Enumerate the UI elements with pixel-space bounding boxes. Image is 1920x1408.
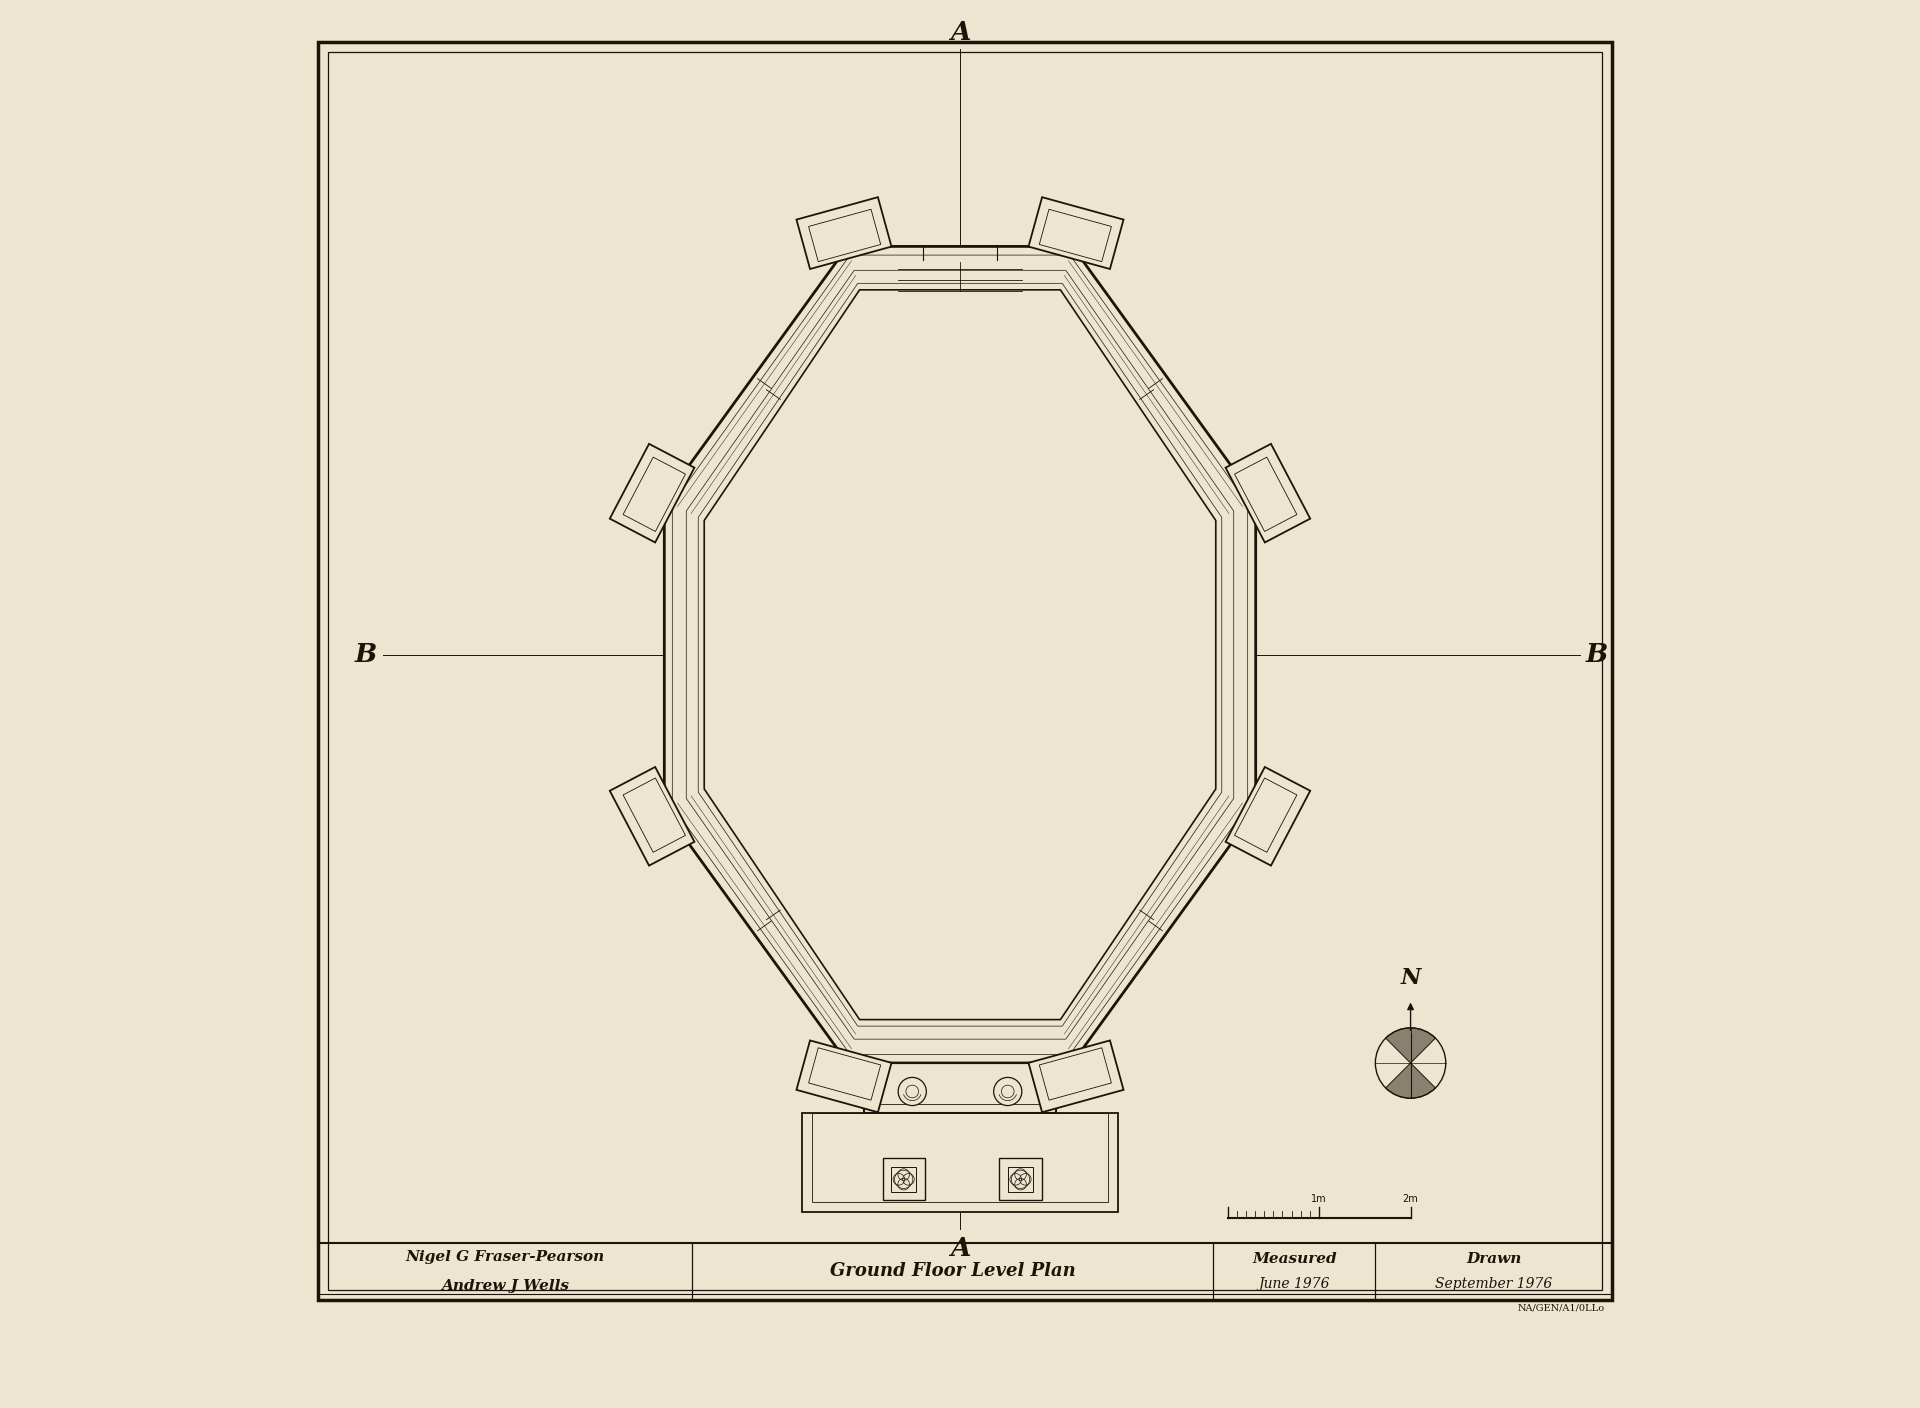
Wedge shape	[1386, 1063, 1436, 1098]
Text: 2m: 2m	[1404, 1194, 1419, 1204]
Text: B: B	[1586, 642, 1607, 667]
Polygon shape	[1029, 1041, 1123, 1112]
Circle shape	[906, 1086, 918, 1098]
Text: September 1976: September 1976	[1434, 1277, 1551, 1291]
Text: 1m: 1m	[1311, 1194, 1327, 1204]
Polygon shape	[705, 290, 1215, 1019]
Bar	[812, 1112, 1108, 1202]
Bar	[803, 1112, 1117, 1212]
Text: N: N	[1400, 967, 1421, 988]
Polygon shape	[1225, 444, 1309, 542]
Text: B: B	[355, 642, 376, 667]
Polygon shape	[1225, 767, 1309, 866]
Circle shape	[1002, 1086, 1014, 1098]
Text: Drawn: Drawn	[1467, 1252, 1521, 1266]
Bar	[864, 1063, 1056, 1112]
Polygon shape	[611, 444, 695, 542]
Bar	[1000, 1159, 1043, 1201]
Text: A: A	[950, 1236, 970, 1262]
Text: Ground Floor Level Plan: Ground Floor Level Plan	[829, 1263, 1075, 1280]
Polygon shape	[611, 767, 695, 866]
Circle shape	[899, 1077, 925, 1105]
Bar	[891, 1167, 916, 1193]
Polygon shape	[664, 246, 1256, 1063]
Polygon shape	[1029, 197, 1123, 269]
Bar	[874, 1063, 1046, 1104]
Text: NA/GEN/A1/0LLo: NA/GEN/A1/0LLo	[1517, 1304, 1605, 1312]
Polygon shape	[797, 197, 891, 269]
Text: Nigel G Fraser-Pearson: Nigel G Fraser-Pearson	[405, 1250, 605, 1264]
Polygon shape	[797, 1041, 891, 1112]
Text: Measured: Measured	[1252, 1252, 1336, 1266]
Text: June 1976: June 1976	[1260, 1277, 1331, 1291]
Bar	[1008, 1167, 1033, 1193]
Text: Andrew J Wells: Andrew J Wells	[442, 1278, 568, 1293]
Bar	[319, 42, 1613, 1300]
Circle shape	[995, 1077, 1021, 1105]
Bar	[883, 1159, 925, 1201]
Text: A: A	[950, 20, 970, 45]
Wedge shape	[1386, 1028, 1436, 1063]
Bar	[328, 52, 1601, 1290]
